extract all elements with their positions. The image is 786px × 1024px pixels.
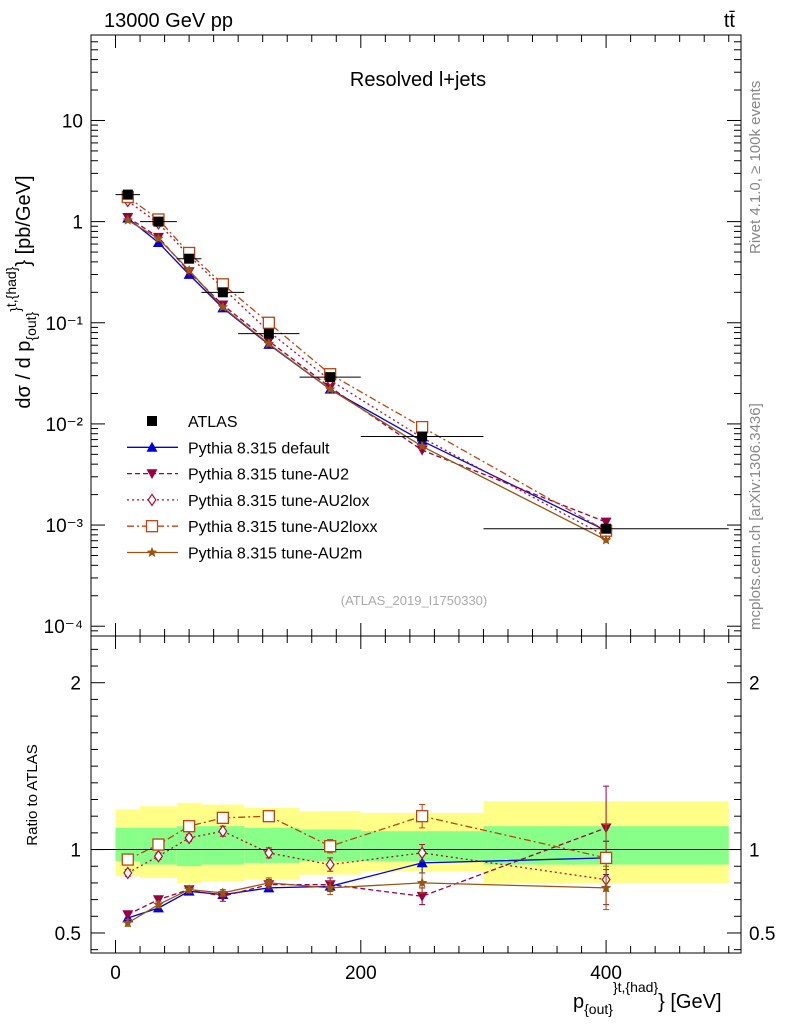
ratio-y-tick-label-right: 1 (749, 841, 760, 862)
ratio-y-tick-label-left: 1 (70, 841, 81, 862)
data-point (263, 328, 274, 339)
ratio-series-marker-2 (184, 831, 194, 845)
ratio-series-line-0 (127, 857, 607, 919)
ratio-series-marker-0 (416, 857, 428, 868)
y-tick-label: 10⁻³ (46, 516, 84, 537)
data-point (601, 523, 612, 534)
ratio-series-marker-3 (121, 853, 134, 866)
main-series-marker-3 (415, 420, 429, 434)
legend-label-0: Pythia 8.315 default (188, 440, 330, 457)
energy-label: 13000 GeV pp (104, 10, 233, 32)
y-tick-label: 1 (72, 213, 83, 234)
legend-label-4: Pythia 8.315 tune-AU2m (188, 546, 362, 563)
main-series-marker-4 (600, 534, 612, 545)
ratio-series-marker-3 (216, 811, 229, 825)
ratio-series-marker-4 (122, 917, 133, 928)
legend-marker-2 (147, 493, 157, 507)
ratio-series-line-1 (127, 827, 607, 916)
ratio-series-marker-4 (263, 877, 275, 888)
main-series-marker-4 (217, 301, 229, 312)
legend-label-data: ATLAS (188, 414, 238, 431)
ratio-series-line-4 (127, 882, 607, 924)
ratio-frame (90, 635, 742, 954)
y-tick-label: 10 (62, 111, 83, 132)
main-series-marker-4 (122, 214, 133, 225)
legend-label-1: Pythia 8.315 tune-AU2 (188, 467, 349, 484)
legend-marker-3 (145, 520, 159, 533)
main-series-marker-1 (600, 517, 612, 528)
rivet-version-label: Rivet 4.1.0, ≥ 100k events (747, 81, 764, 254)
ratio-y-tick-label-right: 0.5 (749, 924, 775, 945)
ratio-series-marker-4 (600, 882, 612, 893)
main-ylabel: dσ / d p{out}}t,{had}} [pb/GeV] (3, 175, 39, 408)
y-tick-label: 10⁻⁴ (44, 617, 83, 638)
legend-marker-1 (146, 469, 158, 480)
main-panel: 10⁻⁴ 10⁻³ 10⁻² 10⁻¹ 1 10 Resolved l+jets (ATL… (3, 34, 742, 638)
data-point (184, 253, 195, 264)
y-tick-label: 10⁻¹ (46, 314, 84, 335)
ratio-series-marker-4 (153, 899, 164, 910)
ratio-series-marker-2 (123, 866, 133, 880)
plot-title: Resolved l+jets (350, 69, 486, 91)
legend: ATLAS Pythia 8.315 default Pythia 8.315 tu… (127, 414, 377, 563)
ratio-series-marker-1 (122, 910, 134, 921)
data-point (122, 189, 133, 200)
ratio-series-marker-3 (415, 810, 429, 823)
main-series-marker-4 (153, 233, 164, 243)
ratio-y-tick-label-left: 2 (70, 674, 81, 695)
data-point (417, 431, 428, 442)
x-tick-label: 0 (110, 963, 121, 984)
main-series-marker-4 (183, 264, 195, 275)
ratio-series-marker-3 (152, 838, 165, 851)
main-series-marker-4 (324, 383, 336, 394)
ratio-y-tick-label-right: 2 (749, 674, 760, 695)
ratio-ylabel: Ratio to ATLAS (24, 744, 41, 845)
main-series-marker-4 (263, 338, 275, 349)
ratio-series-marker-2 (218, 824, 228, 838)
analysis-watermark: (ATLAS_2019_I1750330) (341, 593, 487, 608)
ratio-series-marker-3 (324, 840, 337, 853)
legend-marker-data (147, 416, 157, 426)
legend-label-3: Pythia 8.315 tune-AU2loxx (188, 519, 377, 536)
legend-marker-0 (146, 441, 158, 452)
ratio-band-stat (244, 827, 300, 863)
x-axis-label: p{out}}t,{had}} [GeV] (573, 979, 722, 1017)
ratio-panel: 0.5 0.5 1 1 2 2 0 200 400 Ratio to ATLAS (24, 635, 775, 984)
y-tick-label: 10⁻² (46, 415, 84, 436)
ratio-series-marker-2 (153, 849, 164, 863)
data-point (153, 216, 164, 227)
ratio-series-line-2 (127, 830, 607, 881)
ratio-series-marker-1 (416, 891, 428, 902)
ratio-series-marker-4 (416, 877, 428, 888)
ratio-series-marker-4 (217, 887, 229, 898)
x-tick-label: 200 (345, 963, 377, 984)
data-point (325, 372, 336, 383)
mcplots-label: mcplots.cern.ch [arXiv:1306.3436] (747, 403, 764, 630)
ratio-series-marker-3 (262, 810, 275, 823)
ratio-series-marker-4 (183, 884, 195, 894)
legend-label-2: Pythia 8.315 tune-AU2lox (188, 493, 369, 510)
main-series-line-2 (127, 200, 607, 538)
main-series-marker-4 (416, 440, 428, 451)
ratio-series-marker-3 (599, 851, 613, 865)
ratio-series-marker-2 (264, 846, 274, 860)
ratio-series-marker-2 (417, 846, 427, 860)
legend-marker-4 (146, 547, 158, 557)
ratio-series-marker-2 (325, 858, 335, 872)
ratio-series-marker-4 (324, 882, 336, 893)
ratio-series-marker-3 (182, 820, 196, 833)
process-label: tt̄ (724, 10, 736, 32)
ratio-series-marker-1 (217, 891, 229, 902)
x-tick-label: 400 (590, 963, 622, 984)
main-series-marker-3 (262, 316, 275, 329)
ratio-y-tick-label-left: 0.5 (55, 924, 81, 945)
data-point (217, 287, 228, 298)
